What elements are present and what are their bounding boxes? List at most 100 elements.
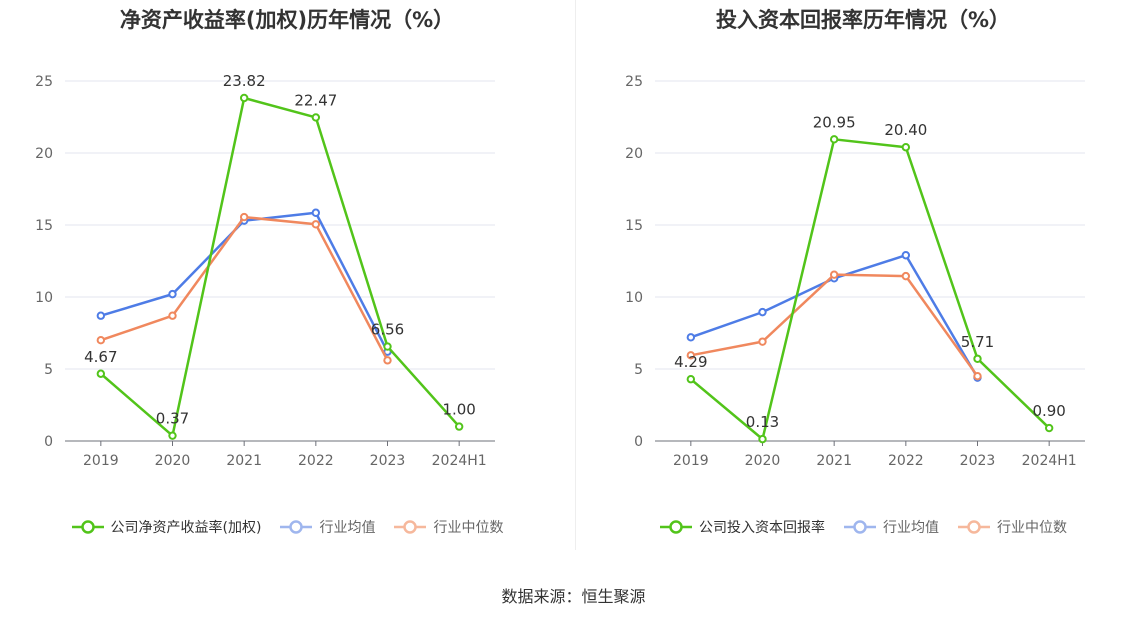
y-tick-label: 25 (35, 74, 53, 90)
data-point (901, 143, 911, 152)
chart-legend: 公司净资产收益率(加权) 行业均值 行业中位数 (0, 517, 574, 537)
legend-swatch (394, 520, 427, 534)
x-tick-label: 2019 (83, 453, 119, 469)
legend-item[interactable]: 行业均值 (279, 517, 375, 537)
data-label: 1.00 (442, 401, 475, 419)
x-tick-label: 2024H1 (432, 453, 487, 469)
legend-label: 行业均值 (883, 520, 939, 536)
data-point (96, 311, 106, 320)
legend-marker (80, 520, 95, 534)
x-tick-label: 2019 (673, 453, 709, 469)
y-tick-label: 0 (634, 434, 643, 450)
y-tick-label: 25 (625, 74, 643, 90)
y-tick-label: 5 (634, 362, 643, 378)
data-point (829, 270, 839, 279)
x-tick-label: 2023 (960, 453, 996, 469)
panel-divider (575, 0, 576, 550)
data-label: 4.29 (674, 353, 707, 371)
series-line (690, 138, 1051, 441)
data-point (168, 431, 177, 440)
legend-swatch (844, 520, 876, 534)
data-point (311, 220, 321, 229)
data-point (311, 208, 321, 217)
data-label: 20.95 (813, 113, 856, 131)
y-tick-label: 20 (625, 146, 643, 162)
legend-marker (289, 520, 304, 534)
y-tick-label: 0 (44, 434, 53, 450)
x-tick-label: 2024H1 (1022, 453, 1077, 469)
data-label: 20.40 (884, 121, 927, 139)
data-point (96, 369, 106, 378)
x-tick-label: 2021 (816, 453, 852, 469)
data-point (901, 271, 911, 281)
series-line (100, 215, 389, 361)
y-tick-label: 10 (35, 290, 53, 306)
data-label: 6.56 (371, 321, 404, 339)
legend-marker (403, 520, 418, 534)
data-point (168, 311, 177, 320)
legend-swatch (71, 520, 104, 534)
line-chart-roic: 0 5 10 15 20 25 2019 2020 2021 2022 2023 2024H1 4.29… (625, 74, 1085, 469)
legend-item[interactable]: 行业中位数 (393, 517, 503, 537)
legend-item[interactable]: 行业中位数 (957, 517, 1067, 537)
legend-item[interactable]: 公司净资产收益率(加权) (71, 517, 262, 537)
x-tick-label: 2023 (370, 453, 406, 469)
legend-label: 公司投入资本回报率 (699, 520, 825, 536)
y-tick-label: 5 (44, 362, 53, 378)
data-point (686, 333, 696, 342)
data-point (383, 356, 392, 365)
data-point (758, 307, 767, 317)
legend-label: 公司净资产收益率(加权) (110, 520, 262, 536)
data-label: 0.90 (1032, 402, 1065, 420)
data-point (901, 251, 911, 260)
legend-label: 行业均值 (319, 520, 376, 536)
data-point (973, 372, 982, 381)
legend-marker (669, 520, 683, 534)
data-point (973, 354, 982, 363)
y-tick-label: 10 (625, 290, 643, 306)
chart-legend: 公司投入资本回报率 行业均值 行业中位数 (576, 517, 1147, 537)
chart-title: 投入资本回报率历年情况（%） (715, 8, 1011, 32)
legend-swatch (280, 520, 313, 534)
data-label: 22.47 (294, 91, 337, 109)
legend-marker (853, 520, 867, 534)
data-label: 23.82 (223, 72, 266, 90)
x-tick-label: 2022 (888, 453, 924, 469)
x-tick-label: 2020 (155, 453, 191, 469)
data-point (686, 375, 696, 384)
data-label: 4.67 (84, 348, 117, 366)
data-point (383, 342, 392, 351)
legend-item[interactable]: 行业均值 (843, 517, 939, 537)
series-line (100, 96, 461, 437)
data-point (168, 289, 177, 299)
data-point (686, 351, 696, 360)
y-tick-label: 20 (35, 146, 53, 162)
y-tick-label: 15 (625, 218, 643, 234)
x-tick-label: 2022 (298, 453, 334, 469)
data-point (1044, 423, 1054, 433)
data-point (96, 336, 106, 345)
legend-marker (967, 520, 981, 534)
series-line (100, 211, 389, 353)
data-point (454, 422, 464, 431)
x-tick-label: 2021 (226, 453, 262, 469)
line-chart-roe: 0 5 10 15 20 25 2019 2020 2021 2022 2023 2024H1 4.67… (35, 72, 495, 469)
data-point (758, 434, 767, 444)
data-point (829, 135, 839, 144)
chart-title: 净资产收益率(加权)历年情况（%） (119, 8, 455, 32)
chart-panel-roe: 净资产收益率(加权)历年情况（%） 0 5 10 15 20 25 2019 2020 2021… (0, 0, 574, 560)
data-point (758, 337, 767, 346)
data-point (239, 93, 249, 103)
legend-label: 行业中位数 (433, 520, 504, 536)
legend-swatch (958, 520, 990, 534)
legend-swatch (660, 520, 692, 534)
data-source-note: 数据来源：恒生聚源 (501, 587, 646, 606)
legend-label: 行业中位数 (997, 520, 1067, 536)
y-tick-label: 15 (35, 218, 53, 234)
x-tick-label: 2020 (745, 453, 781, 469)
data-label: 5.71 (961, 333, 994, 351)
data-label: 0.37 (156, 410, 189, 428)
legend-item[interactable]: 公司投入资本回报率 (659, 517, 825, 537)
series-line (690, 273, 979, 377)
data-point (239, 212, 249, 222)
